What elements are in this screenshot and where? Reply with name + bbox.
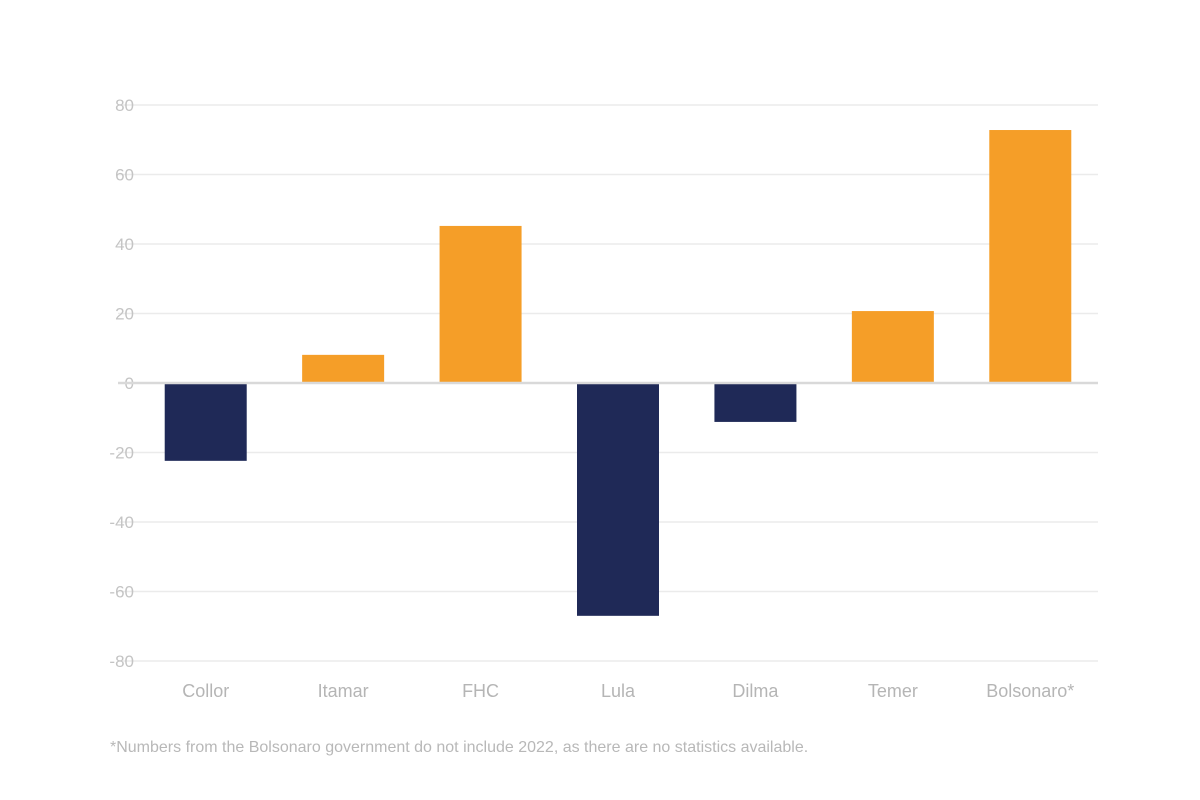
footnote: *Numbers from the Bolsonaro government d… [110,739,808,756]
y-tick-label: -40 [109,513,134,532]
y-tick-label: -60 [109,583,134,602]
x-tick-label: Temer [868,681,918,701]
x-tick-label: Itamar [318,681,369,701]
x-tick-label: Dilma [732,681,779,701]
x-tick-label: FHC [462,681,499,701]
bar-bolsonaro [989,130,1072,383]
bar-dilma [714,383,797,422]
y-tick-label: 80 [115,96,134,115]
x-axis-labels: Collor Itamar FHC Lula Dilma Temer Bolsonaro* [182,681,1074,701]
bar-temer [851,311,934,383]
bar-collor [164,383,247,461]
y-tick-label: -80 [109,652,134,671]
y-axis-ticks: 806040200-20-40-60-80 [109,96,134,671]
x-tick-label: Bolsonaro* [986,681,1074,701]
bars [164,130,1072,616]
bar-fhc [439,225,522,383]
y-tick-label: 60 [115,166,134,185]
x-tick-label: Collor [182,681,229,701]
y-tick-label: -20 [109,444,134,463]
y-tick-label: 20 [115,305,134,324]
bar-itamar [302,354,385,383]
x-tick-label: Lula [601,681,636,701]
y-tick-label: 40 [115,235,134,254]
bar-lula [577,383,659,616]
